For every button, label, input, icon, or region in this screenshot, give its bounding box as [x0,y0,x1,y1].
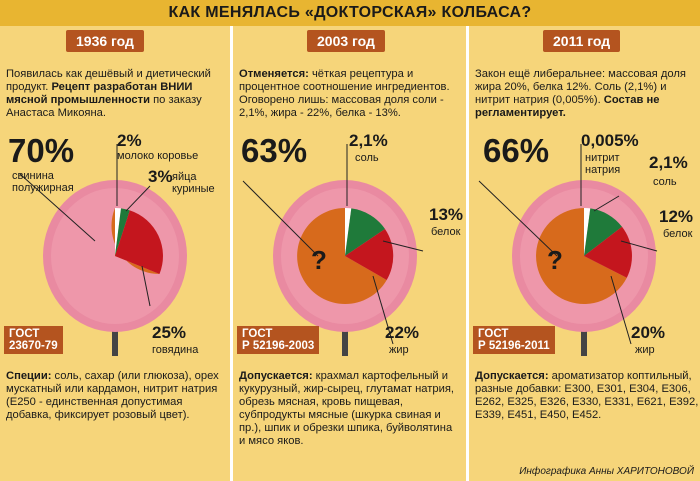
pie-slice-protein [345,208,385,256]
credit-line: Инфографика Анны ХАРИТОНОВОЙ [519,466,694,477]
protein-percent: 13% [429,205,464,224]
pie-slice-fat [584,226,632,278]
pork-percent: 70% [8,132,75,169]
year-badge: 2003 год [307,30,385,52]
beef-percent: 25% [152,323,187,342]
pie-slice-milk [115,208,121,256]
sausage-diagram-2011 [478,144,658,356]
milk-percent: 2% [117,131,142,150]
spices-text: Специи: соль, сахар (или глюкоза), орех … [6,370,219,421]
gost-badge: ГОСТ Р 52196-2011 [473,326,555,354]
nitrite-percent: 0,005% [581,131,639,150]
gost-badge: ГОСТ Р 52196-2003 [237,326,320,354]
sausage-stick [581,326,587,356]
pie-slice-other [536,208,627,304]
unknown-mark: ? [547,245,563,275]
salt-percent: 2,1% [349,131,388,150]
year-badge: 2011 год [543,30,621,52]
fat-label: жир [635,344,655,356]
other-percent: 66% [483,132,550,169]
sausage-diagram-1936 [19,144,187,356]
eggs-percent: 3% [148,167,173,186]
protein-percent: 12% [659,207,694,226]
year-badge: 1936 год [66,30,144,52]
pie-slice-beef [115,210,163,274]
pie-slice-eggs [115,208,130,256]
allowed-text: Допускается: ароматизатор коптильный, ра… [475,370,699,421]
column-separator [466,26,469,481]
column-2011: 2011 год Закон ещё либеральнее: массовая… [469,26,700,481]
pie-slice-other [297,208,387,304]
fat-percent: 20% [631,323,666,342]
eggs-label: яйца куриные [172,171,215,195]
intro-text: Появилась как дешёвый и диетический прод… [6,68,211,119]
salt-label: соль [653,176,677,188]
pork-label: свинина полужирная [12,170,74,194]
allowed-text: Допускается: крахмал картофельный и куку… [239,370,454,447]
unknown-mark: ? [311,245,327,275]
protein-label: белок [431,226,461,238]
pie-slice-salt [584,207,591,256]
protein-label: белок [663,228,693,240]
column-2003: 2003 год Отменяется: чёткая рецептура и … [233,26,463,481]
salt-label: соль [355,152,379,164]
fat-label: жир [389,344,409,356]
intro-text: Отменяется: чёткая рецептура и процентно… [239,68,450,119]
other-percent: 63% [241,132,308,169]
column-separator [230,26,233,481]
fat-percent: 22% [385,323,420,342]
pie-slice-salt [345,207,352,256]
milk-label: молоко коровье [117,150,199,162]
infographic-title: КАК МЕНЯЛАСЬ «ДОКТОРСКАЯ» КОЛБАСА? [0,0,700,26]
sausage-stick [112,326,118,356]
beef-label: говядина [152,344,199,356]
column-1936: 1936 год Появилась как дешёвый и диетиче… [0,26,230,481]
pie-slice-protein [584,208,622,256]
nitrite-label: нитрит натрия [585,152,621,176]
sausage-stick [342,326,348,356]
pie-slice-fat [345,229,394,280]
sausage-diagram-2003 [242,144,424,356]
salt-percent: 2,1% [649,153,688,172]
intro-text: Закон ещё либеральнее: массовая доля жир… [475,68,686,119]
gost-badge: ГОСТ 23670-79 [4,326,63,354]
